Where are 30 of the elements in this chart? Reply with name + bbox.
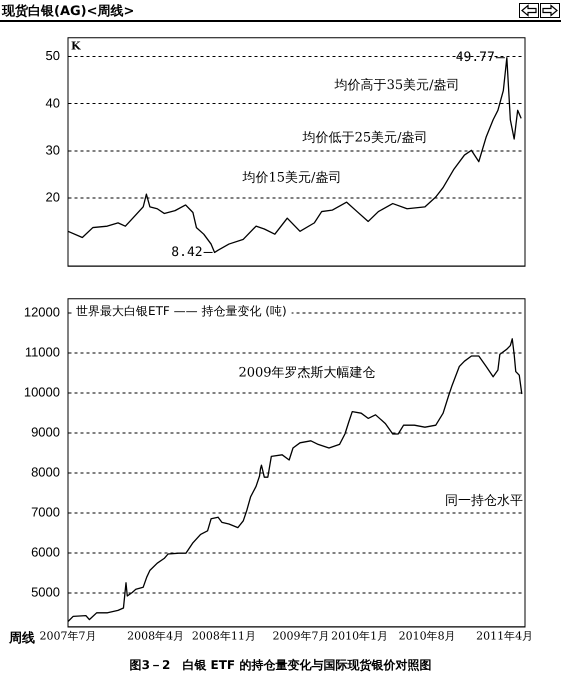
x-axis-title: 周线 [8, 631, 35, 646]
chart-title: 现货白银(AG)<周线> [2, 3, 134, 20]
y-tick-label: 6000 [31, 544, 60, 560]
y-tick-label: 20 [46, 189, 60, 204]
caption: 图3－2 白银 ETF 的持仓量变化与国际现货银价对照图 [128, 657, 432, 674]
y-tick-label: 30 [46, 142, 60, 158]
y-tick-label: 10000 [24, 384, 60, 400]
x-tick-label: 2009年7月 [272, 629, 330, 642]
annotation: 8.42 [171, 244, 203, 260]
annotation: 均价高于35美元/盎司 [334, 77, 460, 94]
chart-title: 世界最大白银ETF —— 持仓量变化 (吨) [76, 304, 287, 318]
x-tick-label: 2010年8月 [398, 629, 456, 642]
y-tick-label: 12000 [24, 304, 60, 320]
y-tick-label: 8000 [31, 464, 60, 480]
y-tick-label: 11000 [24, 344, 60, 360]
y-tick-label: 5000 [31, 584, 60, 600]
y-tick-label: 9000 [31, 424, 60, 440]
y-tick-label: 7000 [31, 504, 60, 520]
annotation: 均价低于25美元/盎司 [302, 130, 428, 146]
y-tick-label: 40 [46, 95, 60, 110]
annotation: 均价15美元/盎司 [241, 170, 342, 186]
y-axis-title: K [71, 40, 81, 53]
x-tick-label: 2007年7月 [40, 629, 96, 642]
y-tick-label: 50 [46, 48, 60, 64]
x-tick-label: 2011年4月 [476, 629, 534, 642]
x-tick-label: 2008年11月 [192, 629, 256, 642]
annotation: 同一持仓水平 [444, 494, 523, 509]
x-tick-label: 2010年1月 [331, 629, 388, 642]
annotation: 2009年罗杰斯大幅建仓 [238, 366, 376, 381]
x-tick-label: 2008年4月 [127, 629, 184, 642]
